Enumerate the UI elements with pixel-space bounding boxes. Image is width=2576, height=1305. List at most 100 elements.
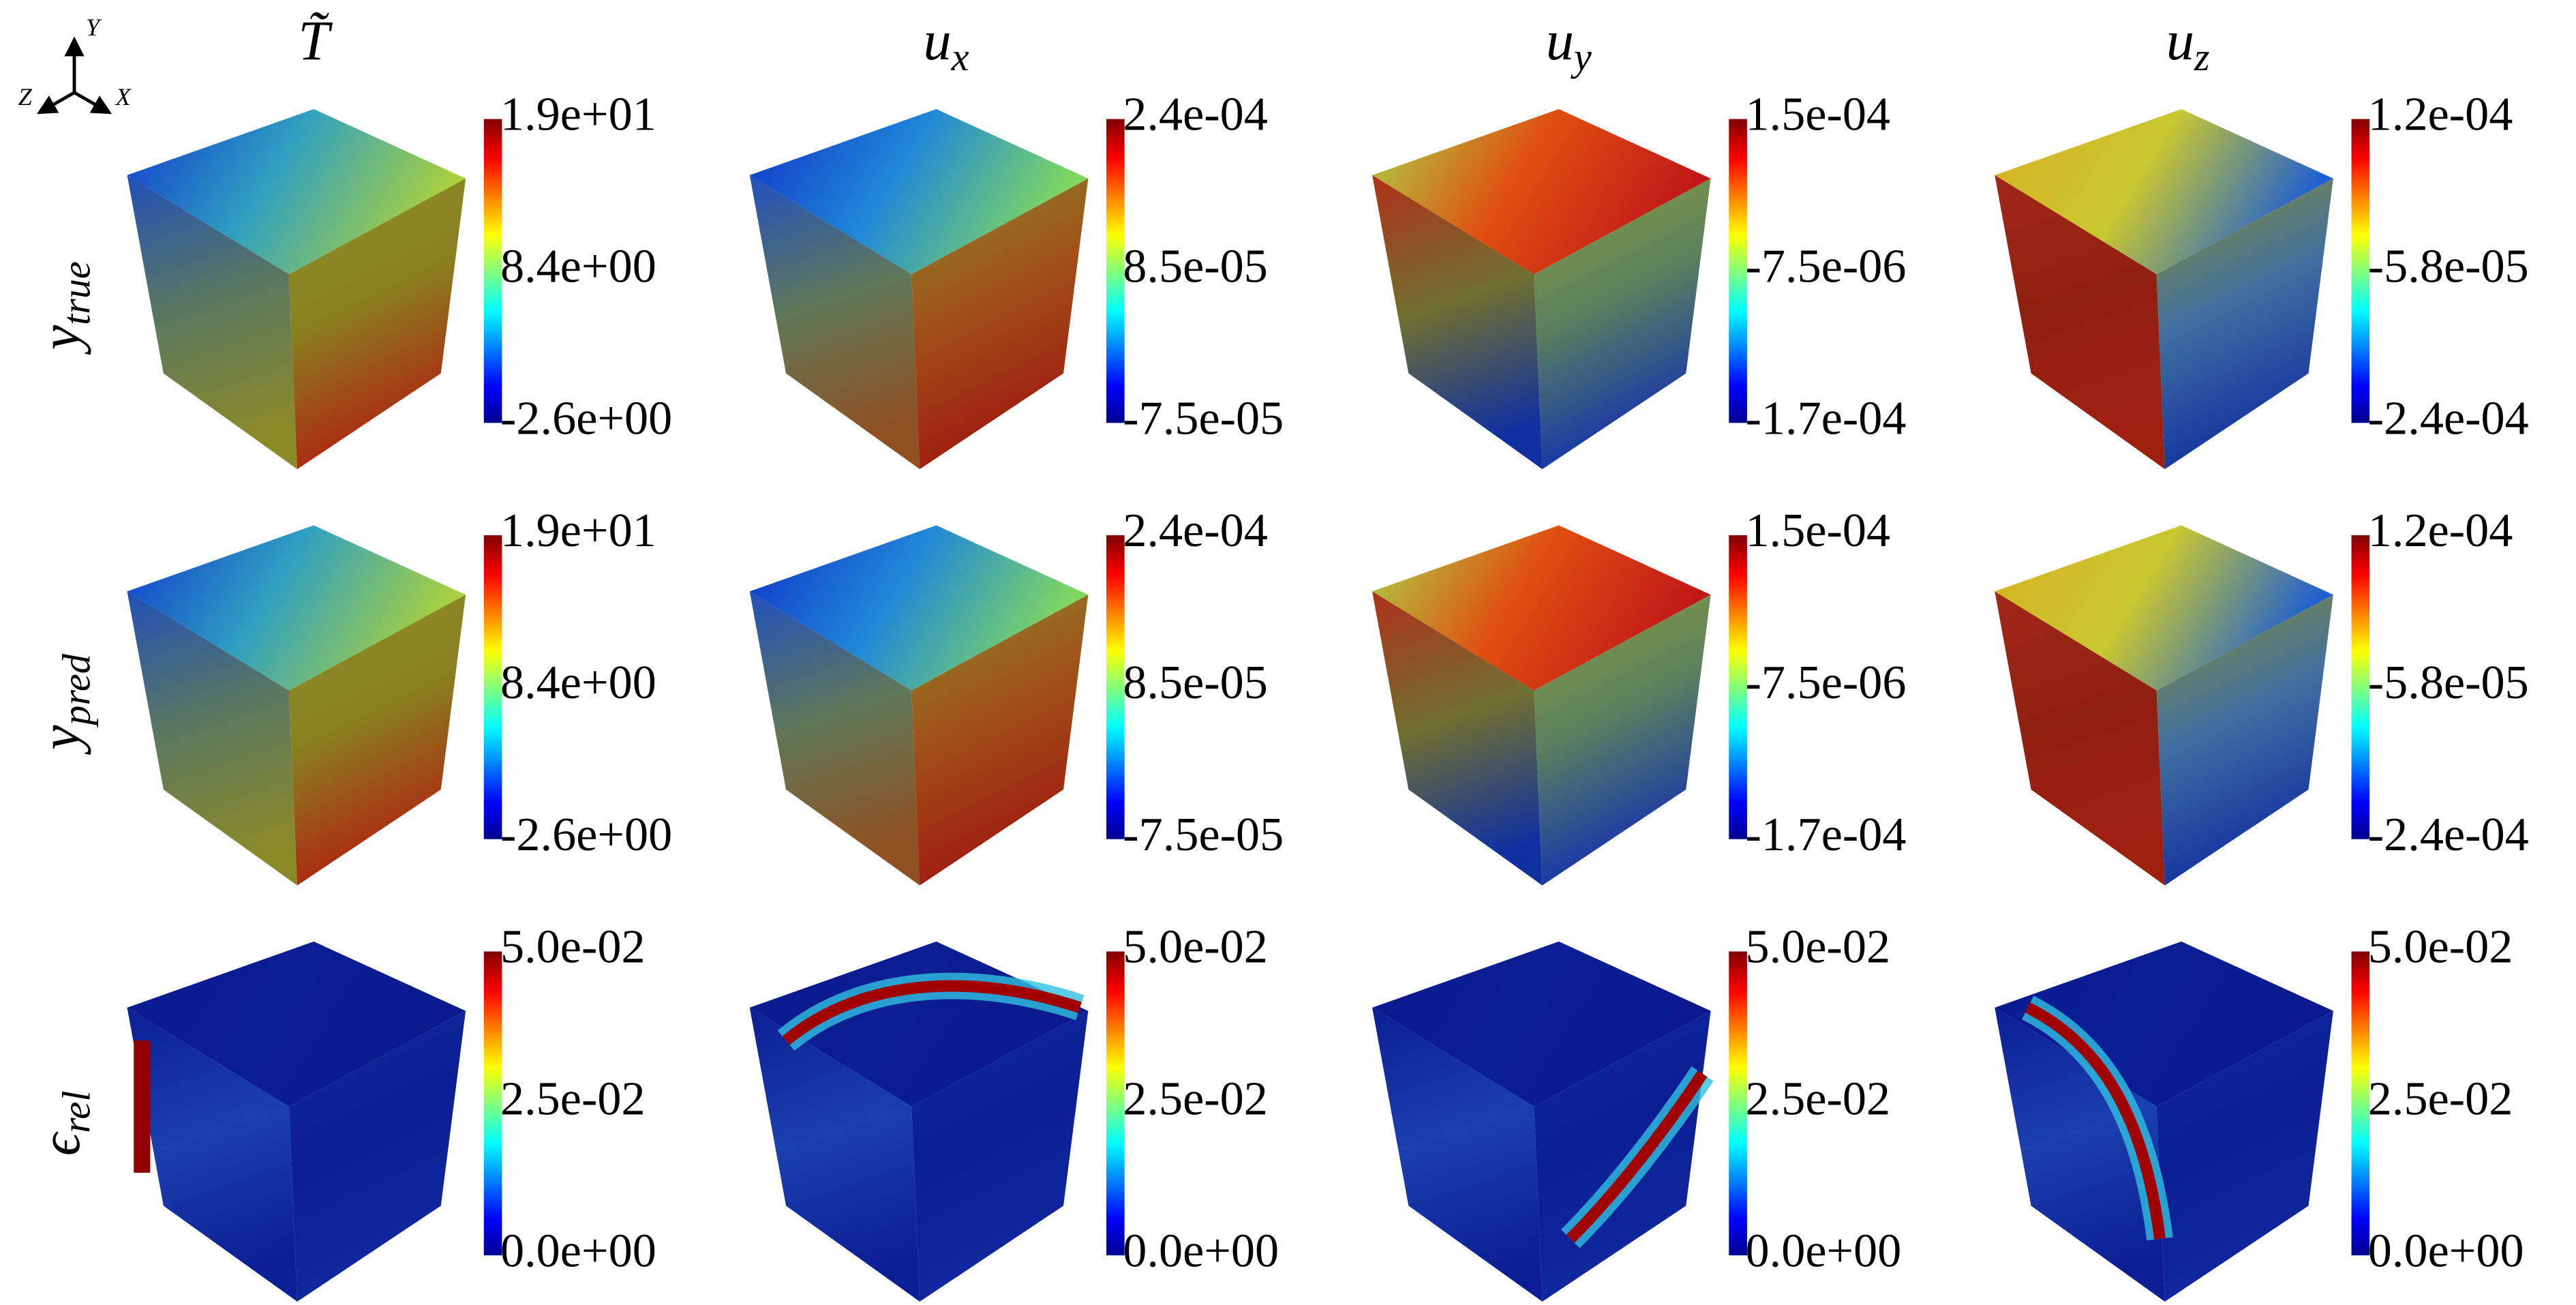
- cube: [127, 941, 466, 1302]
- cube-face: [2156, 178, 2333, 470]
- cube-face: [1372, 591, 1543, 886]
- axis-label: X: [115, 83, 132, 110]
- colorbar-label: -7.5e-05: [1123, 391, 1284, 445]
- math-label: ytrue: [29, 261, 99, 355]
- cube-face: [1995, 591, 2165, 886]
- colorbar-label: -1.7e-04: [1746, 808, 1907, 861]
- colorbar-label: -2.6e+00: [500, 808, 672, 861]
- colorbar-label: -7.5e-05: [1123, 808, 1284, 861]
- cube: [127, 525, 466, 886]
- math-label: uz: [2166, 10, 2210, 79]
- cube-face: [749, 525, 1089, 691]
- subscript: pred: [55, 653, 99, 728]
- cube: [1995, 525, 2333, 886]
- colorbar-label: -5.8e-05: [2368, 240, 2529, 293]
- colorbar-label: 8.4e+00: [500, 240, 656, 293]
- error-band: [2025, 1002, 2166, 1240]
- subscript: x: [951, 35, 969, 79]
- cube: [1372, 109, 1711, 470]
- cube-face: [1534, 178, 1711, 470]
- colorbar-label: 5.0e-02: [1123, 920, 1268, 974]
- colorbar: [1729, 119, 1747, 423]
- cube-face: [1995, 525, 2333, 691]
- colorbar: [1106, 951, 1125, 1256]
- cube-face: [1372, 1007, 1543, 1302]
- panel: 2.4e-04 8.5e-05 -7.5e-05: [749, 88, 1284, 470]
- colorbar-label: 2.5e-02: [2368, 1072, 2513, 1125]
- panel: 5.0e-02 2.5e-02 0.0e+00: [1372, 920, 1901, 1302]
- colorbar: [2351, 535, 2370, 839]
- cube-face: [1995, 941, 2333, 1107]
- colorbar-label: 2.5e-02: [1123, 1072, 1268, 1125]
- colorbar-label: -5.8e-05: [2368, 656, 2529, 709]
- cube-face: [288, 595, 466, 886]
- panel: 5.0e-02 2.5e-02 0.0e+00: [749, 920, 1279, 1302]
- colorbar-label: 2.4e-04: [1123, 504, 1268, 557]
- error-band: [1566, 1070, 1708, 1243]
- colorbar-label: 5.0e-02: [1746, 920, 1891, 974]
- panel: 1.9e+01 8.4e+00 -2.6e+00: [127, 504, 672, 886]
- colorbar-label: 2.5e-02: [500, 1072, 646, 1125]
- colorbar-label: 5.0e-02: [500, 920, 646, 974]
- cube: [749, 941, 1089, 1302]
- cube-face: [127, 1007, 298, 1302]
- panel: 1.9e+01 8.4e+00 -2.6e+00: [127, 88, 672, 470]
- symbol: ϵ: [29, 1131, 91, 1156]
- colorbar-label: 0.0e+00: [1746, 1224, 1902, 1277]
- symbol: u: [2166, 10, 2194, 72]
- cube-face: [1534, 595, 1711, 886]
- cube-face: [749, 175, 920, 470]
- colorbar-label: -2.4e-04: [2368, 391, 2529, 445]
- error-band: [134, 1040, 151, 1173]
- math-label: ϵrel: [29, 1091, 99, 1156]
- axes-triad: Y Z X: [18, 14, 132, 115]
- cube-face: [749, 1007, 920, 1302]
- math-label: uy: [1546, 10, 1592, 79]
- cube: [1372, 525, 1711, 886]
- panel: 1.2e-04 -5.8e-05 -2.4e-04: [1995, 504, 2529, 886]
- panel: 2.4e-04 8.5e-05 -7.5e-05: [749, 504, 1284, 886]
- colorbar: [1106, 535, 1125, 839]
- cube-face: [1372, 175, 1543, 470]
- cube-face: [1372, 109, 1711, 275]
- colorbar-label: 5.0e-02: [2368, 920, 2513, 974]
- colorbar-label: 1.2e-04: [2368, 88, 2513, 141]
- cube: [1995, 941, 2333, 1302]
- colorbar-label: 1.5e-04: [1746, 504, 1891, 557]
- cube-face: [1995, 1007, 2165, 1302]
- colorbar-label: -2.6e+00: [500, 391, 672, 445]
- colorbar-label: 2.5e-02: [1746, 1072, 1891, 1125]
- colorbar-label: 0.0e+00: [1123, 1224, 1279, 1277]
- cube-face: [749, 591, 920, 886]
- panel: 1.5e-04 -7.5e-06 -1.7e-04: [1372, 504, 1907, 886]
- symbol: u: [1546, 10, 1574, 72]
- panel: 1.2e-04 -5.8e-05 -2.4e-04: [1995, 88, 2529, 470]
- colorbar: [483, 951, 502, 1256]
- math-label: ypred: [29, 653, 99, 755]
- cube-face: [288, 178, 466, 470]
- math-label: T̃: [298, 10, 333, 72]
- colorbar: [2351, 951, 2370, 1256]
- cube-face: [2156, 1010, 2333, 1302]
- cube-face: [911, 178, 1089, 470]
- colorbar: [2351, 119, 2370, 423]
- cube-face: [127, 941, 466, 1107]
- colorbar-label: -2.4e-04: [2368, 808, 2529, 861]
- cube: [749, 525, 1089, 886]
- colorbar-label: 0.0e+00: [500, 1224, 656, 1277]
- cube: [749, 109, 1089, 470]
- axis-label: Z: [18, 83, 33, 110]
- symbol: u: [924, 10, 952, 72]
- cube: [127, 109, 466, 470]
- colorbar-label: 1.5e-04: [1746, 88, 1891, 141]
- cube-face: [127, 109, 466, 275]
- cube-face: [1372, 525, 1711, 691]
- colorbar-label: 0.0e+00: [2368, 1224, 2524, 1277]
- symbol: T̃: [298, 10, 333, 72]
- symbol: y: [29, 325, 91, 355]
- colorbar: [483, 119, 502, 423]
- cube: [1995, 109, 2333, 470]
- symbol: y: [29, 725, 91, 755]
- colorbar-label: 1.2e-04: [2368, 504, 2513, 557]
